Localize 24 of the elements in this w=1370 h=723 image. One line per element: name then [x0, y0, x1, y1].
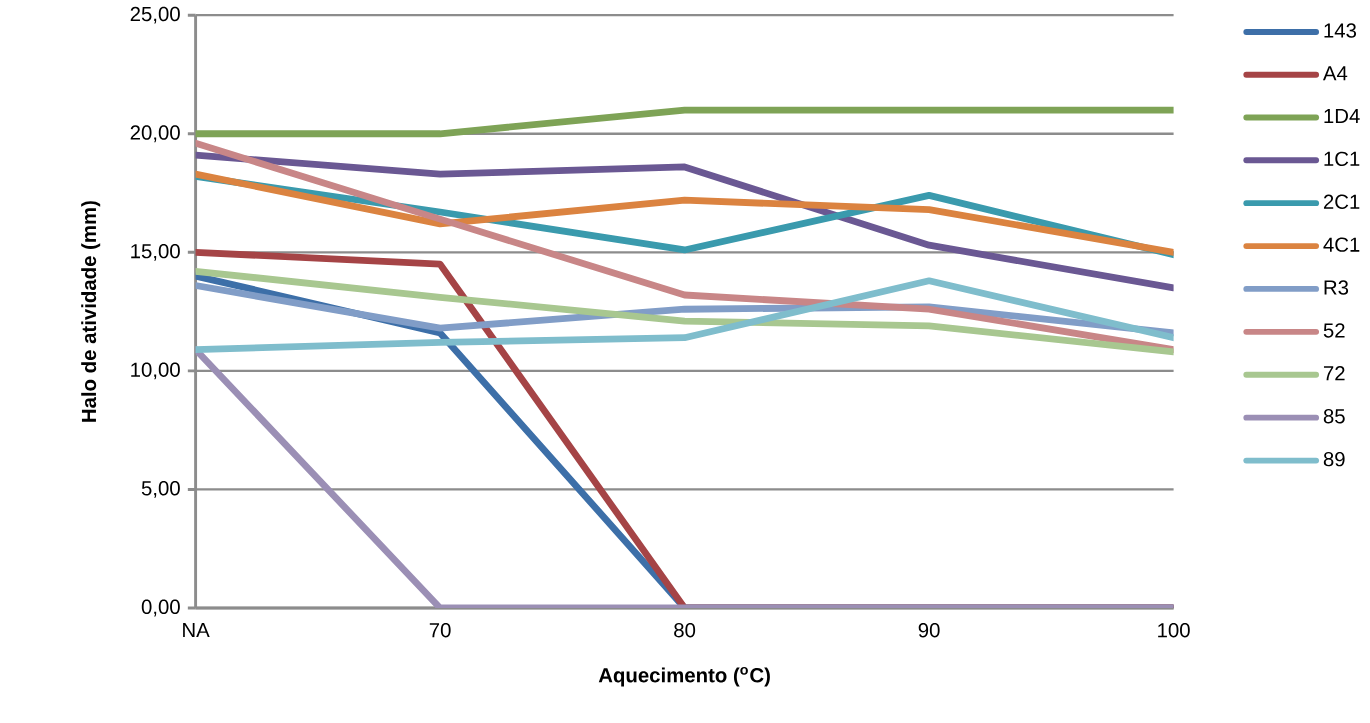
legend-label: 4C1 [1323, 237, 1360, 252]
y-tick-label: 10,00 [131, 362, 180, 380]
y-tick-label: 0,00 [141, 599, 180, 617]
legend-label: 143 [1324, 23, 1357, 38]
x-tick-label: 80 [674, 622, 696, 638]
x-tick-label: NA [183, 622, 210, 637]
x-tick-label: 90 [918, 622, 940, 638]
x-tick-label: 70 [429, 622, 451, 638]
legend-label: 85 [1323, 409, 1345, 424]
legend-label: 72 [1323, 366, 1345, 381]
legend-label: 89 [1323, 451, 1345, 467]
y-axis-title: Halo de atividade (mm) [81, 201, 101, 422]
legend-label: 52 [1323, 323, 1345, 338]
x-axis-title: Aquecimento ($^{o}$C) [598, 666, 770, 687]
x-tick-label: 100 [1158, 622, 1190, 638]
y-tick-label: 20,00 [130, 125, 180, 143]
legend-label: 1C1 [1324, 151, 1360, 167]
legend-label: 2C1 [1323, 194, 1360, 209]
y-tick-label: 15,00 [131, 243, 180, 261]
legend-label: R3 [1324, 280, 1349, 295]
legend-label: 1D4 [1324, 108, 1360, 123]
y-tick-label: 25,00 [130, 6, 180, 24]
legend-label: A4 [1322, 66, 1348, 81]
y-tick-label: 5,00 [141, 481, 180, 498]
